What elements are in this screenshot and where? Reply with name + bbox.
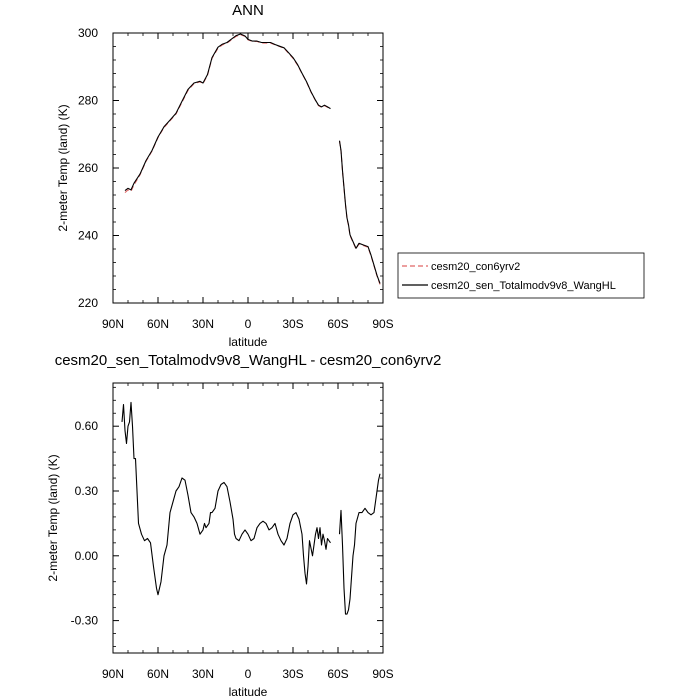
top-panel-title: ANN (232, 2, 264, 19)
top-y-tick-label-2: 240 (78, 229, 98, 243)
legend: cesm20_con6yrv2 cesm20_sen_Totalmodv9v8_… (397, 252, 645, 299)
bottom-y-tick-label-3: 0.30 (75, 484, 99, 498)
bottom-series-1-line-segment-2 (338, 473, 381, 615)
top-x-tick-label-5: 30S (282, 317, 303, 331)
top-y-tick-label-4: 280 (78, 94, 98, 108)
top-panel-y-axis-title: 2-meter Temp (land) (K) (56, 104, 70, 231)
top-x-tick-label-2: 60N (147, 317, 169, 331)
bottom-y-tick-label-2: 0.00 (75, 549, 99, 563)
bottom-x-tick-label-3: 30N (192, 667, 214, 681)
bottom-x-tick-label-2: 60N (147, 667, 169, 681)
bottom-panel-frame (112, 382, 384, 654)
bottom-y-tick-label-1: -0.30 (71, 614, 99, 628)
top-series-2-line-segment-2 (338, 140, 381, 284)
top-panel: ANN 90N 60N 30N 0 30S 60S 90S 220 240 260 280 300 l… (56, 2, 394, 349)
top-y-tick-label-3: 260 (78, 161, 98, 175)
bottom-y-tick-label-4: 0.60 (75, 419, 99, 433)
top-x-tick-label-7: 90S (372, 317, 393, 331)
top-series-1-line-segment-2 (338, 140, 381, 285)
top-y-tick-label-5: 300 (78, 26, 98, 40)
bottom-panel-y-axis-title: 2-meter Temp (land) (K) (46, 454, 60, 581)
bottom-x-tick-label-1: 90N (102, 667, 124, 681)
top-series-2-line-segment-1 (124, 33, 331, 192)
top-x-tick-label-4: 0 (245, 317, 252, 331)
top-x-tick-label-3: 30N (192, 317, 214, 331)
bottom-panel-title: cesm20_sen_Totalmodv9v8_WangHL - cesm20_… (55, 352, 442, 369)
bottom-x-tick-label-5: 30S (282, 667, 303, 681)
legend-label-series-1: cesm20_con6yrv2 (431, 261, 520, 273)
legend-label-series-2: cesm20_sen_Totalmodv9v8_WangHL (431, 280, 616, 292)
top-x-tick-label-1: 90N (102, 317, 124, 331)
bottom-series-1-line-segment-1 (121, 401, 331, 596)
bottom-x-tick-label-7: 90S (372, 667, 393, 681)
top-y-tick-label-1: 220 (78, 296, 98, 310)
top-panel-lines (124, 33, 381, 285)
bottom-panel-lines (121, 401, 381, 615)
top-panel-ticks: 90N 60N 30N 0 30S 60S 90S 220 240 260 280 300 (78, 26, 394, 331)
bottom-panel-ticks: 90N 60N 30N 0 30S 60S 90S -0.30 0.00 0.30 0.60 (71, 383, 394, 681)
bottom-panel-x-axis-title: latitude (229, 685, 268, 699)
bottom-x-tick-label-4: 0 (245, 667, 252, 681)
top-panel-x-axis-title: latitude (229, 335, 268, 349)
bottom-x-tick-label-6: 60S (327, 667, 348, 681)
bottom-panel: cesm20_sen_Totalmodv9v8_WangHL - cesm20_… (46, 352, 441, 699)
legend-box (397, 252, 645, 299)
top-series-1-line-segment-1 (124, 34, 331, 194)
top-x-tick-label-6: 60S (327, 317, 348, 331)
